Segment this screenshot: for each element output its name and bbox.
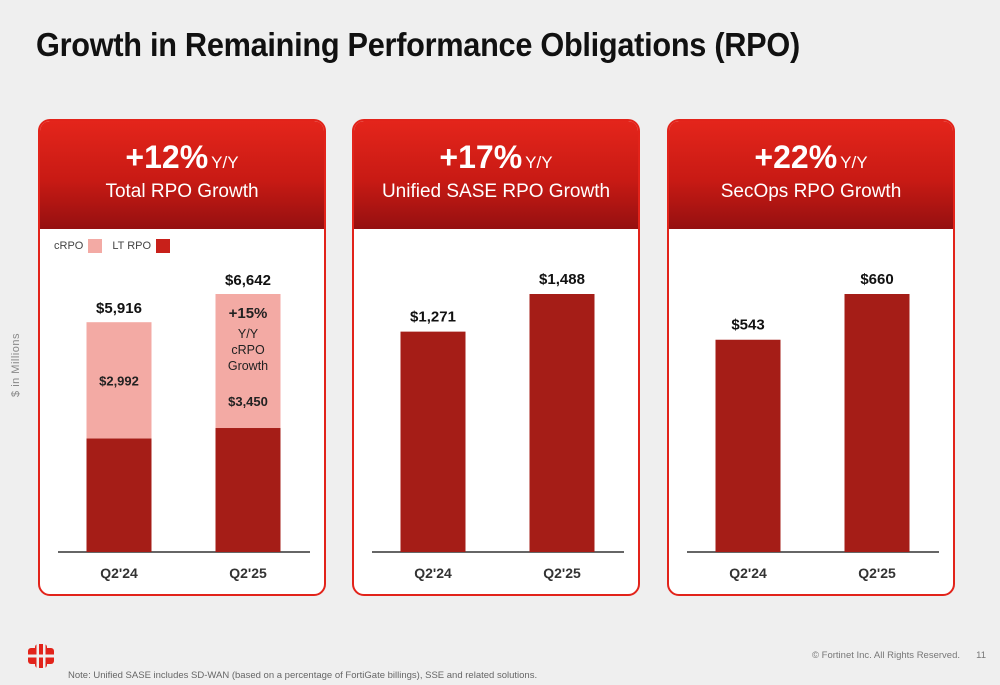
y-axis-label: $ in Millions bbox=[10, 333, 22, 397]
page-title: Growth in Remaining Performance Obligati… bbox=[36, 26, 800, 63]
bar-crpo bbox=[86, 322, 152, 439]
x-tick-label: Q2'25 bbox=[229, 565, 267, 581]
bar-value-label: $660 bbox=[860, 271, 893, 288]
crpo-growth-annotation: cRPO bbox=[231, 343, 265, 357]
fortinet-logo-icon bbox=[28, 644, 54, 673]
x-tick-label: Q2'25 bbox=[858, 565, 896, 581]
bar-value-label: $1,488 bbox=[539, 271, 585, 288]
growth-percent: +12% bbox=[125, 139, 209, 175]
x-tick-label: Q2'24 bbox=[100, 565, 138, 581]
total-value-label: $6,642 bbox=[225, 272, 271, 289]
bar-lt-rpo bbox=[215, 428, 281, 552]
card-unified-sase-rpo: +17% Y/Y Unified SASE RPO Growth Q2'24 Q2'… bbox=[352, 119, 640, 596]
card-headline: +17% Y/Y bbox=[354, 139, 638, 176]
card-header: +17% Y/Y Unified SASE RPO Growth bbox=[354, 121, 638, 229]
card-headline: +22% Y/Y bbox=[669, 139, 953, 176]
crpo-value-label: $3,450 bbox=[228, 394, 268, 409]
copyright-text: © Fortinet Inc. All Rights Reserved. bbox=[812, 650, 960, 661]
card-headline: +12% Y/Y bbox=[40, 139, 324, 176]
card-subtitle: Total RPO Growth bbox=[105, 181, 259, 202]
bar-value-label: $1,271 bbox=[410, 309, 456, 326]
x-tick-label: Q2'24 bbox=[414, 565, 452, 581]
bar-lt-rpo bbox=[86, 438, 152, 552]
yy-label: Y/Y bbox=[211, 153, 239, 172]
chart-legend: cRPO LT RPO bbox=[54, 239, 180, 253]
legend-label-lt-rpo: LT RPO bbox=[112, 240, 152, 252]
chart-unified-sase-rpo: Q2'24 Q2'25 $1,271 $1,488 bbox=[372, 271, 624, 581]
bar bbox=[844, 294, 910, 552]
crpo-growth-annotation: Growth bbox=[228, 359, 268, 373]
card-subtitle: SecOps RPO Growth bbox=[720, 181, 902, 202]
crpo-value-label: $2,992 bbox=[99, 373, 139, 388]
bar-crpo bbox=[215, 294, 281, 429]
bar bbox=[715, 339, 781, 552]
footnote: Note: Unified SASE includes SD-WAN (base… bbox=[68, 670, 538, 681]
yy-label: Y/Y bbox=[525, 153, 553, 172]
growth-percent: +22% bbox=[754, 139, 838, 175]
card-total-rpo: +12% Y/Y Total RPO Growth cRPO LT RPO Q2'… bbox=[38, 119, 326, 596]
growth-percent: +17% bbox=[439, 139, 523, 175]
bar bbox=[400, 331, 466, 552]
crpo-growth-annotation: +15% bbox=[229, 305, 268, 322]
legend-swatch-lt-rpo bbox=[156, 239, 171, 253]
legend-label-crpo: cRPO bbox=[54, 240, 84, 252]
card-header: +22% Y/Y SecOps RPO Growth bbox=[669, 121, 953, 229]
card-header: +12% Y/Y Total RPO Growth bbox=[40, 121, 324, 229]
chart-total-rpo: Q2'24 Q2'25 $5,916 $2,992 $6,642 $3,450 +15% Y/… bbox=[58, 272, 310, 581]
crpo-growth-annotation: Y/Y bbox=[238, 327, 259, 341]
page-number: 11 bbox=[976, 650, 986, 661]
bar bbox=[529, 294, 595, 552]
yy-label: Y/Y bbox=[840, 153, 868, 172]
total-value-label: $5,916 bbox=[96, 300, 142, 317]
x-tick-label: Q2'25 bbox=[543, 565, 581, 581]
x-tick-label: Q2'24 bbox=[729, 565, 767, 581]
card-subtitle: Unified SASE RPO Growth bbox=[381, 181, 611, 202]
legend-swatch-crpo bbox=[88, 239, 103, 253]
chart-secops-rpo: Q2'24 Q2'25 $543 $660 bbox=[687, 271, 939, 581]
card-secops-rpo: +22% Y/Y SecOps RPO Growth Q2'24 Q2'25 $543… bbox=[667, 119, 955, 596]
bar-value-label: $543 bbox=[731, 317, 764, 334]
